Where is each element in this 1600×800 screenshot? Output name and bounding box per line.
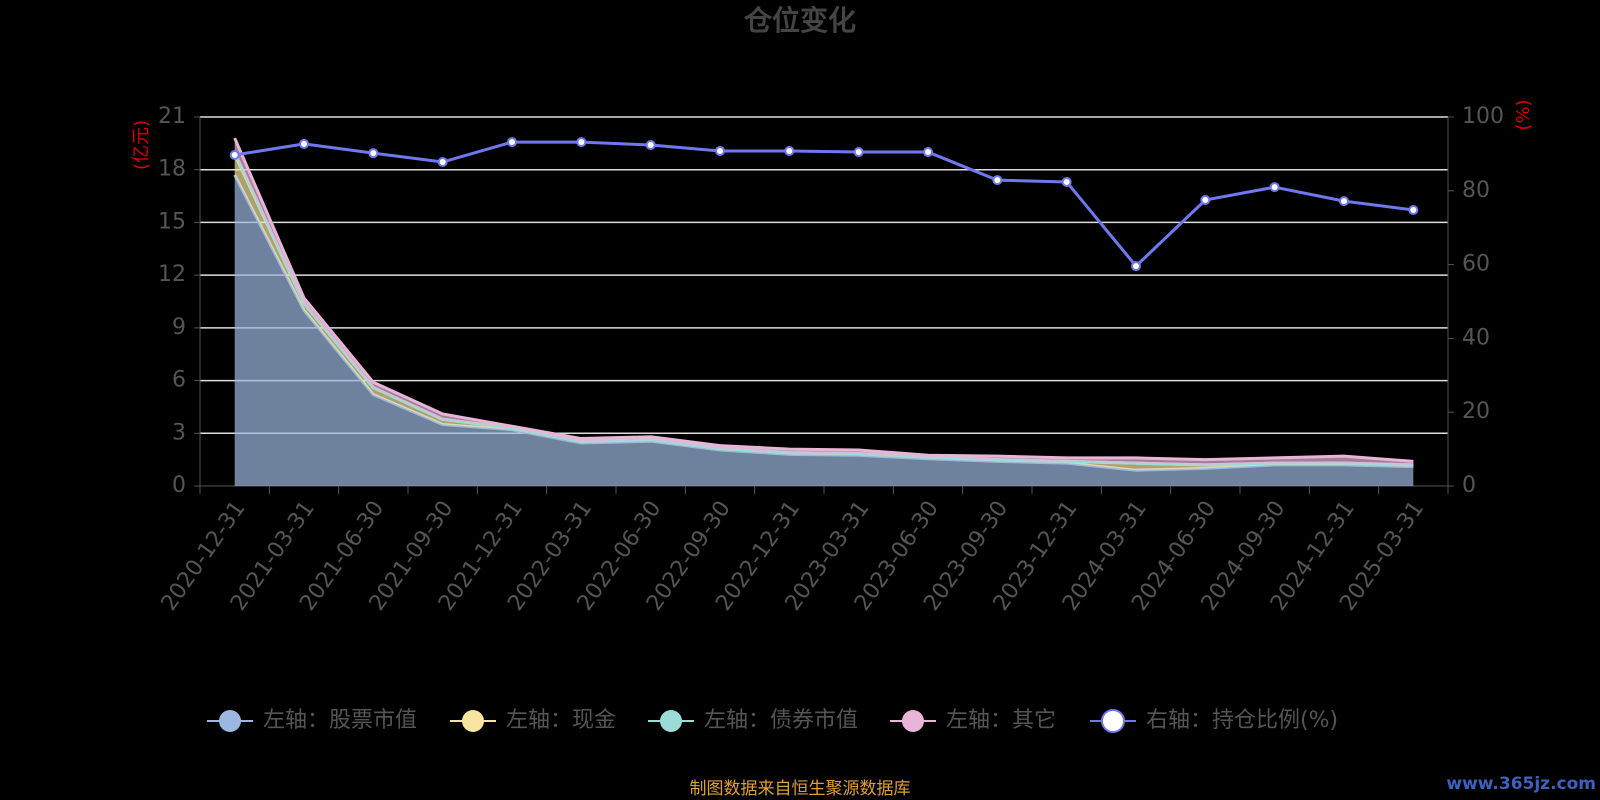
ratio-point bbox=[229, 150, 240, 161]
source-note: 制图数据来自恒生聚源数据库 bbox=[690, 779, 911, 799]
ratio-point bbox=[368, 148, 379, 159]
y-tick-label: 6 bbox=[172, 368, 186, 393]
ratio-point bbox=[437, 157, 448, 168]
y2-tick-label: 40 bbox=[1462, 325, 1490, 350]
area-fill bbox=[234, 174, 1414, 486]
y-tick-label: 18 bbox=[158, 157, 186, 182]
ratio-point bbox=[645, 140, 656, 151]
y2-axis-label: (%) bbox=[1513, 99, 1534, 130]
ratio-point bbox=[1269, 182, 1280, 193]
area-line bbox=[233, 151, 1414, 467]
legend-label: 左轴：股票市值 bbox=[263, 708, 417, 733]
ratio-line bbox=[234, 140, 1414, 269]
y-tick-label: 0 bbox=[172, 473, 186, 498]
ratio-point bbox=[923, 147, 933, 158]
ratio-point bbox=[1200, 195, 1211, 206]
legend-label: 右轴：持仓比例(%) bbox=[1146, 708, 1338, 733]
area-line bbox=[233, 137, 1414, 463]
y2-tick-label: 100 bbox=[1462, 104, 1504, 129]
y-tick-label: 21 bbox=[158, 104, 186, 129]
ratio-point bbox=[853, 147, 864, 158]
legend-marker bbox=[1101, 709, 1125, 733]
y-tick-label: 15 bbox=[158, 209, 186, 234]
watermark: www.365jz.com bbox=[1446, 774, 1596, 794]
legend-marker bbox=[660, 710, 682, 732]
ratio-point bbox=[507, 137, 517, 148]
ratio-point bbox=[299, 138, 309, 149]
y2-tick-label: 0 bbox=[1462, 473, 1476, 498]
ratio-point bbox=[992, 175, 1003, 186]
legend-label: 左轴：其它 bbox=[946, 708, 1056, 733]
ratio-point bbox=[715, 145, 725, 156]
ratio-point bbox=[1408, 204, 1419, 215]
legend-label: 左轴：现金 bbox=[506, 708, 616, 733]
legend-marker bbox=[902, 710, 924, 732]
y-tick-label: 12 bbox=[158, 262, 186, 287]
y-tick-label: 9 bbox=[172, 315, 186, 340]
y-tick-label: 3 bbox=[172, 420, 186, 445]
legend-marker bbox=[462, 710, 484, 732]
y2-tick-label: 20 bbox=[1462, 399, 1490, 424]
y2-tick-label: 60 bbox=[1462, 252, 1490, 277]
ratio-point bbox=[1061, 176, 1072, 187]
legend-marker bbox=[219, 710, 241, 732]
ratio-point bbox=[1131, 261, 1141, 272]
ratio-point bbox=[576, 137, 587, 148]
ratio-point bbox=[784, 145, 795, 156]
y2-tick-label: 80 bbox=[1462, 178, 1490, 203]
ratio-point bbox=[1339, 196, 1349, 207]
legend-label: 左轴：债券市值 bbox=[704, 708, 858, 733]
y-axis-label: (亿元) bbox=[131, 120, 152, 170]
chart-title: 仓位变化 bbox=[744, 4, 856, 37]
